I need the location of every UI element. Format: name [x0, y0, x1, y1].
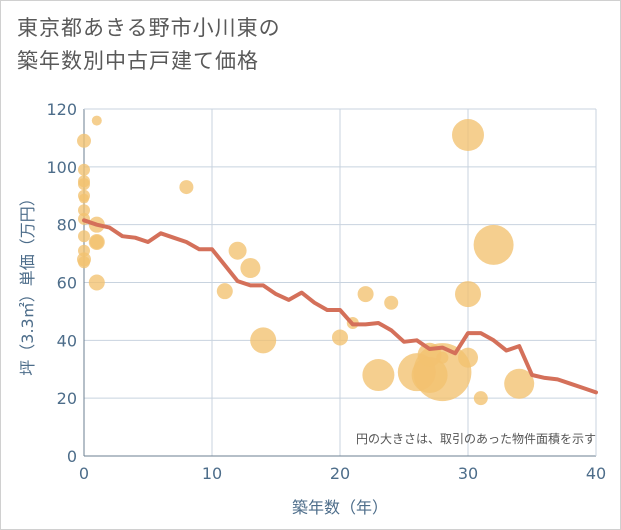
- bubble-point: [79, 193, 89, 204]
- bubble-point: [78, 256, 90, 269]
- trend-series: [82, 218, 598, 395]
- bubble-point: [384, 295, 399, 310]
- bubble-point: [240, 258, 261, 279]
- bubble-point: [455, 281, 481, 308]
- bubble-series: [77, 115, 535, 406]
- bubble-point: [78, 230, 90, 243]
- y-tick-label: 40: [57, 331, 77, 350]
- chart-title-line-1: 東京都あきる野市小川東の: [17, 16, 281, 40]
- bubble-point: [458, 347, 478, 368]
- y-tick-label: 20: [57, 389, 77, 408]
- y-tick-label: 0: [67, 447, 77, 466]
- bubble-point: [88, 274, 105, 291]
- axis-ticks: 0 20 40 60 80 100 120 0 10 20 30 40: [46, 100, 606, 483]
- y-axis-title: 坪（3.3㎡）単価（万円）: [18, 190, 37, 375]
- bubble-point: [78, 178, 90, 191]
- y-tick-label: 60: [57, 274, 77, 293]
- bubble-point: [452, 119, 484, 152]
- bubble-point: [473, 391, 488, 406]
- chart-title: 東京都あきる野市小川東の 築年数別中古戸建て価格: [17, 12, 281, 78]
- bubble-point: [179, 180, 194, 195]
- bubble-point: [411, 357, 448, 394]
- x-tick-label: 0: [79, 464, 89, 483]
- trend-line: [82, 218, 598, 395]
- bubble-point: [216, 283, 233, 300]
- bubble-point: [78, 244, 90, 257]
- bubble-point: [250, 327, 277, 354]
- bubble-point: [332, 329, 348, 346]
- y-tick-label: 80: [57, 216, 77, 235]
- x-axis-title: 築年数（年）: [292, 498, 388, 517]
- bubble-point: [362, 359, 395, 392]
- x-tick-label: 30: [458, 464, 478, 483]
- bubble-point: [78, 163, 90, 176]
- bubble-point: [78, 204, 90, 217]
- grid-lines: [83, 108, 597, 457]
- x-tick-label: 40: [586, 464, 606, 483]
- x-tick-label: 10: [202, 464, 222, 483]
- bubble-point: [473, 224, 514, 265]
- bubble-point: [77, 133, 91, 148]
- bubble-point: [228, 241, 247, 260]
- y-tick-label: 120: [46, 100, 77, 119]
- bubble-point: [91, 115, 102, 126]
- bubble-point: [89, 235, 104, 250]
- chart-title-line-2: 築年数別中古戸建て価格: [17, 49, 259, 73]
- x-tick-label: 20: [330, 464, 350, 483]
- bubble-point: [504, 368, 535, 399]
- size-note: 円の大きさは、取引のあった物件面積を示す: [356, 431, 596, 446]
- y-tick-label: 100: [46, 158, 77, 177]
- bubble-point: [357, 286, 374, 303]
- bubble-point: [436, 351, 449, 364]
